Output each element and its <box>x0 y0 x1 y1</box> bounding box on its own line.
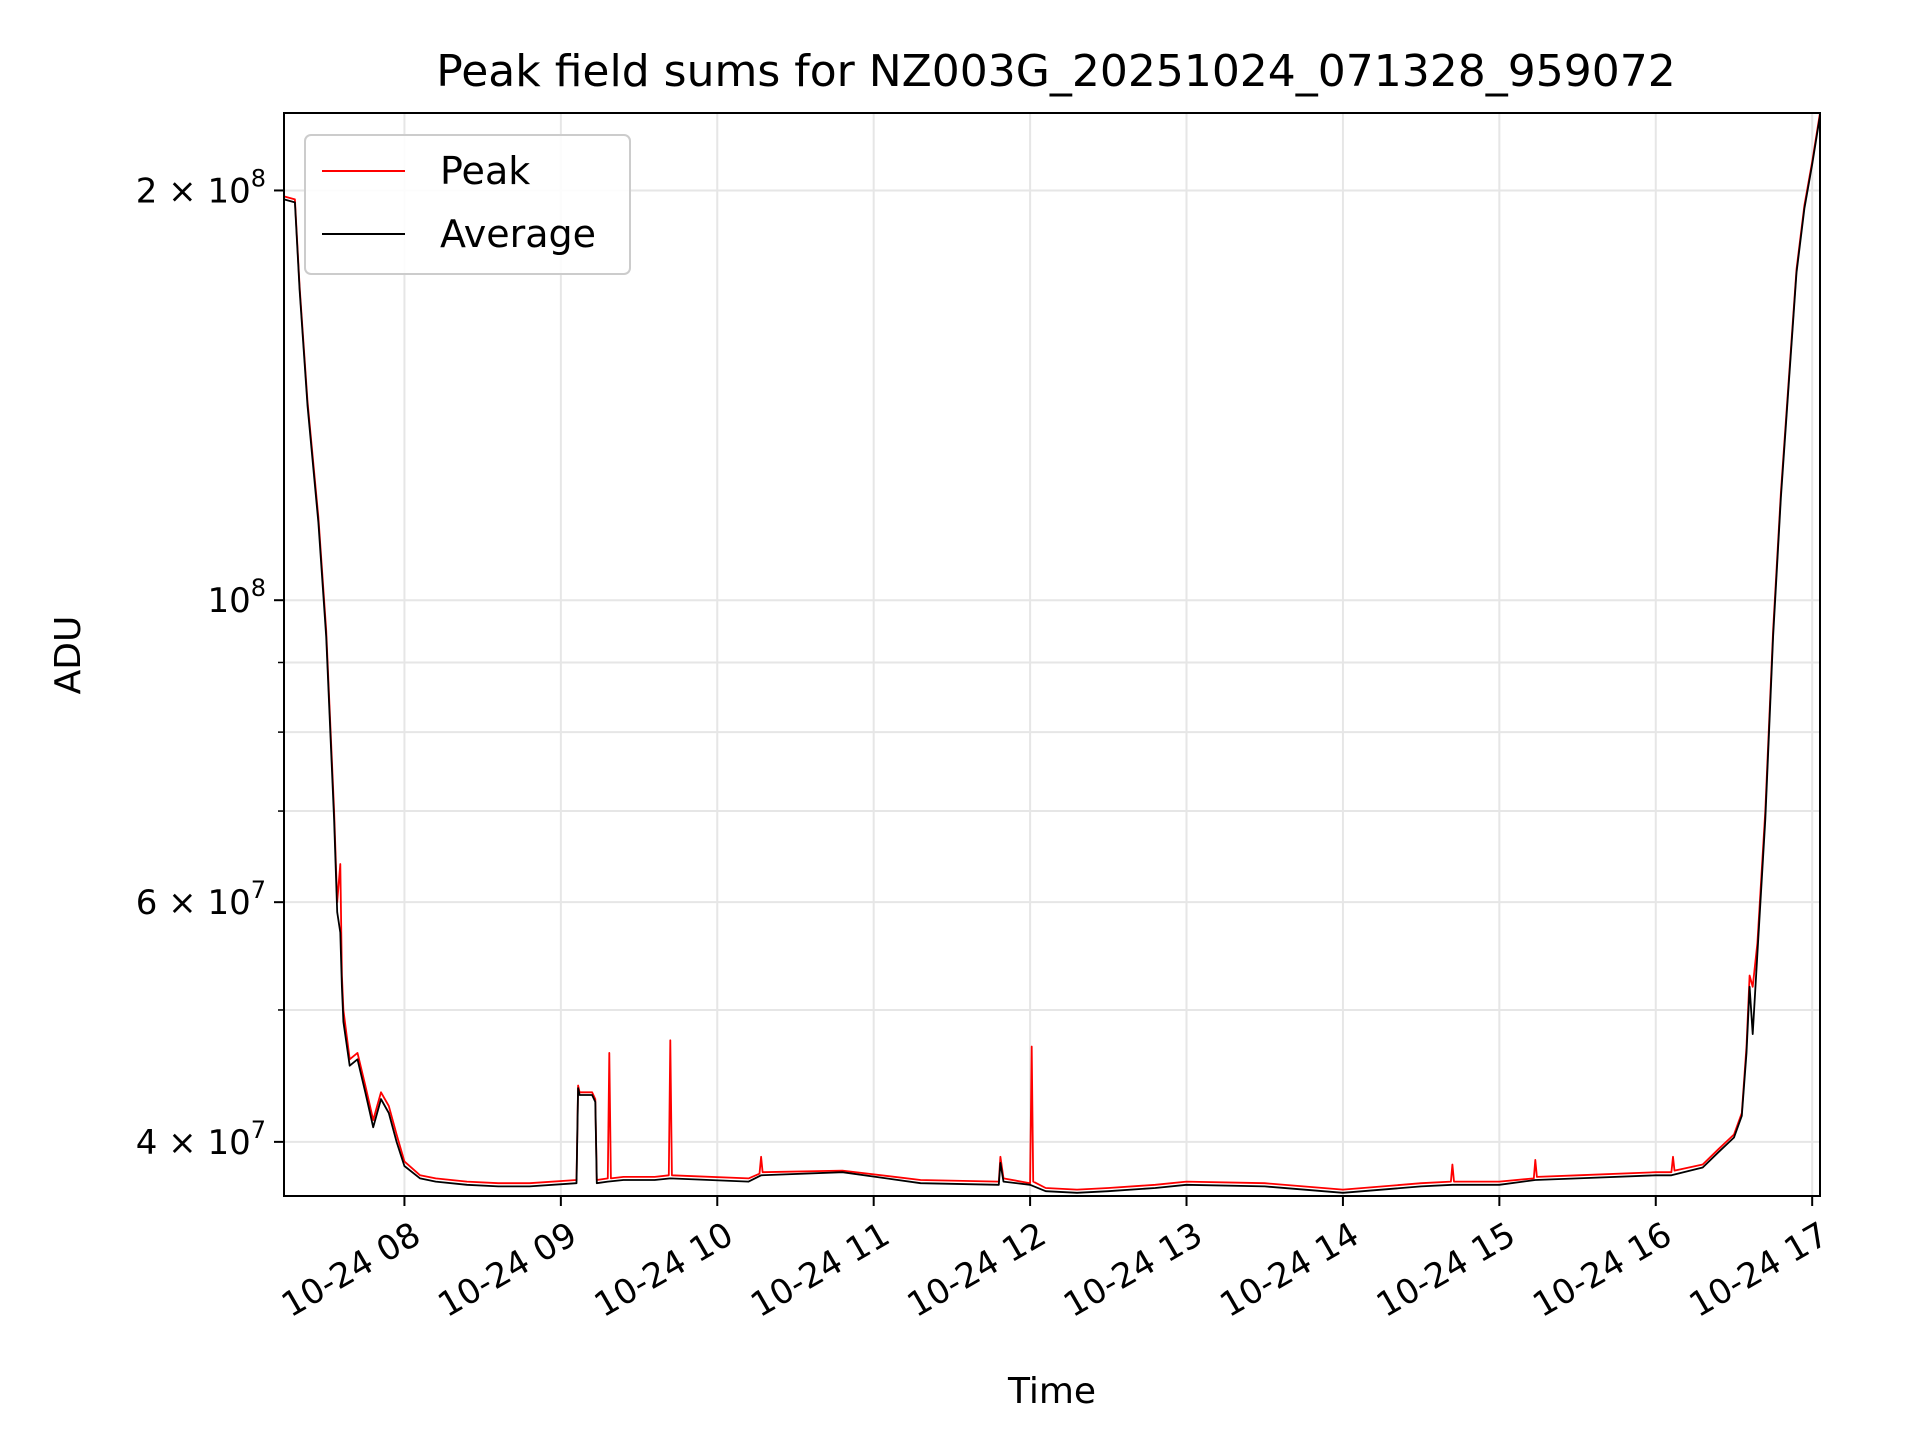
series-line-average <box>283 115 1821 1194</box>
plot-frame <box>283 112 1821 1197</box>
y-tick-label: 108 <box>207 574 266 621</box>
y-axis-label: ADU <box>48 616 89 695</box>
y-tick-label: 6 × 107 <box>136 876 266 923</box>
legend-label-average: Average <box>440 212 596 256</box>
plot-background <box>284 113 1820 1196</box>
y-tick-label: 4 × 107 <box>136 1116 266 1163</box>
legend-box <box>304 134 631 275</box>
x-axis-label: Time <box>1007 1371 1096 1412</box>
series-line-peak <box>283 112 1821 1191</box>
y-axis: 4 × 107 6 × 107 108 2 × 108 <box>136 164 284 1163</box>
series-layer <box>283 112 1821 1194</box>
legend-label-peak: Peak <box>440 149 530 193</box>
grid-lines <box>284 113 1820 1196</box>
y-tick-label: 2 × 108 <box>136 164 266 211</box>
legend: Peak Average <box>304 134 631 275</box>
chart-title: Peak field sums for NZ003G_20251024_0713… <box>436 46 1675 97</box>
